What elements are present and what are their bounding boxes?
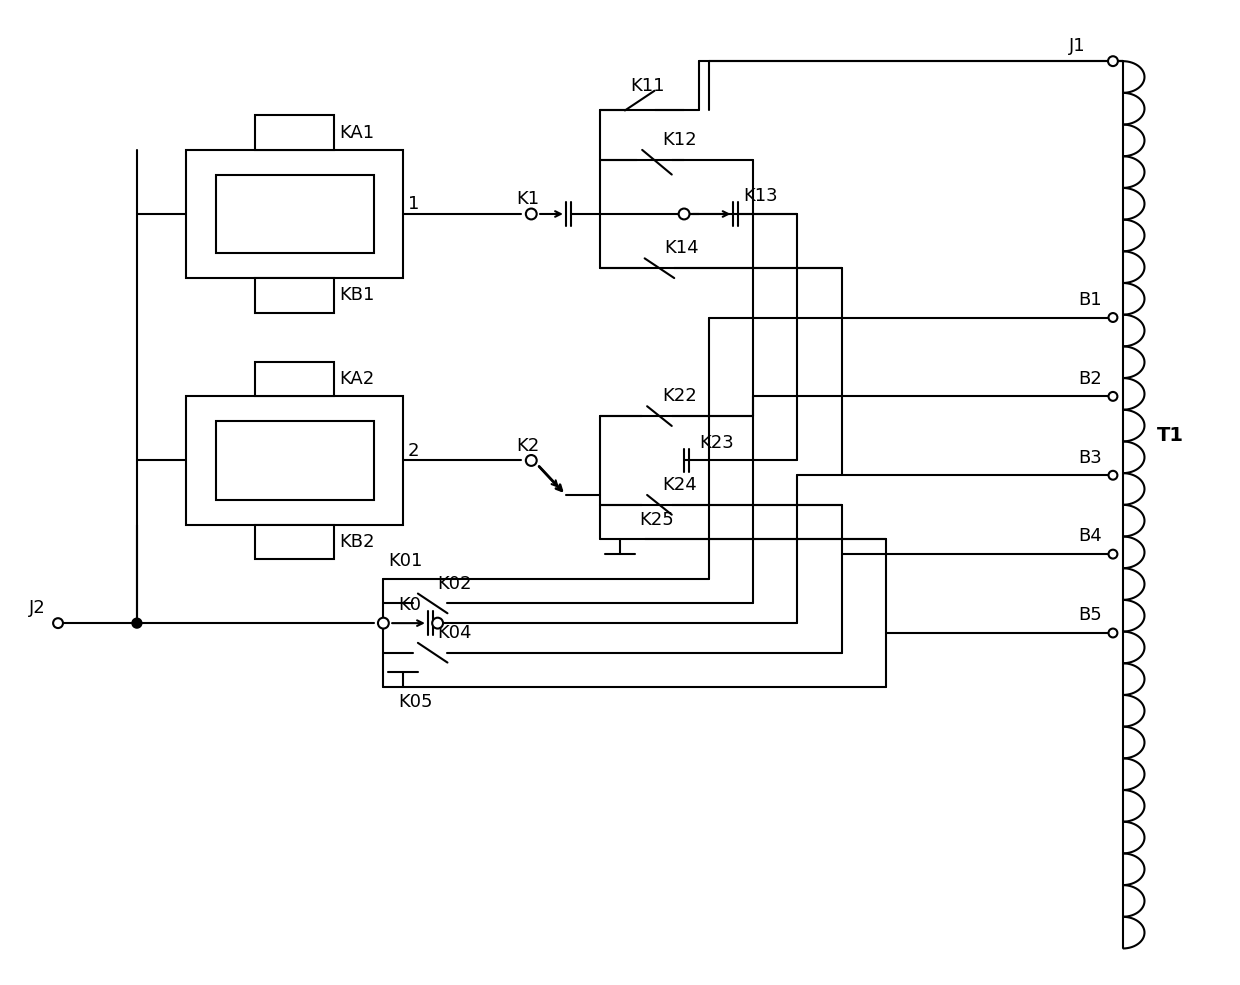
Circle shape xyxy=(53,619,63,628)
Text: B3: B3 xyxy=(1079,448,1102,467)
Circle shape xyxy=(678,209,689,220)
Text: KA2: KA2 xyxy=(339,370,374,388)
Text: K12: K12 xyxy=(662,131,697,149)
Text: KB1: KB1 xyxy=(339,287,374,304)
Text: K22: K22 xyxy=(662,387,697,406)
Text: K24: K24 xyxy=(662,476,697,494)
Circle shape xyxy=(1109,628,1117,637)
Circle shape xyxy=(526,455,537,466)
Text: J1: J1 xyxy=(1069,37,1085,55)
Circle shape xyxy=(526,209,537,220)
Text: K0: K0 xyxy=(398,596,422,615)
Bar xyxy=(186,150,403,278)
Bar xyxy=(216,421,373,500)
Text: K23: K23 xyxy=(699,433,734,452)
Text: 1: 1 xyxy=(408,195,419,213)
Circle shape xyxy=(1109,471,1117,480)
Bar xyxy=(186,396,403,525)
Text: T1: T1 xyxy=(1157,427,1184,445)
Bar xyxy=(255,525,334,559)
Text: K02: K02 xyxy=(438,574,472,593)
Circle shape xyxy=(378,618,389,628)
Text: J2: J2 xyxy=(29,599,45,618)
Text: K05: K05 xyxy=(398,693,433,711)
Text: K25: K25 xyxy=(640,510,675,529)
Circle shape xyxy=(1109,550,1117,558)
Bar xyxy=(255,115,334,150)
Circle shape xyxy=(1109,392,1117,401)
Circle shape xyxy=(433,618,443,628)
Text: KA1: KA1 xyxy=(339,124,374,142)
Text: K11: K11 xyxy=(630,77,665,95)
Text: K13: K13 xyxy=(743,187,777,205)
Text: B2: B2 xyxy=(1079,369,1102,388)
Text: K01: K01 xyxy=(388,552,423,570)
Bar xyxy=(216,174,373,253)
Text: K1: K1 xyxy=(517,190,539,208)
Text: KB2: KB2 xyxy=(339,533,374,551)
Text: B4: B4 xyxy=(1079,527,1102,546)
Bar xyxy=(255,361,334,396)
Circle shape xyxy=(131,619,141,628)
Circle shape xyxy=(1109,313,1117,322)
Text: B1: B1 xyxy=(1079,291,1102,308)
Text: B5: B5 xyxy=(1079,606,1102,624)
Circle shape xyxy=(1109,56,1118,66)
Bar xyxy=(255,278,334,312)
Text: K14: K14 xyxy=(665,239,699,257)
Text: K04: K04 xyxy=(438,624,472,642)
Text: K2: K2 xyxy=(517,436,539,455)
Text: 2: 2 xyxy=(408,441,419,460)
